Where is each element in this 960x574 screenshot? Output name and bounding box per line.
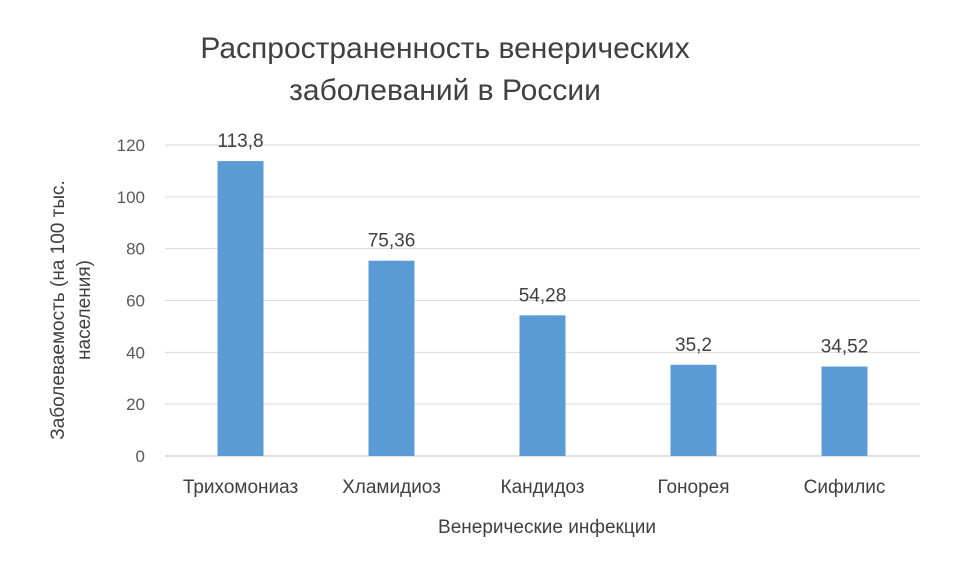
y-tick-label: 0 [136, 447, 145, 466]
y-tick-label: 60 [126, 292, 145, 311]
bar [821, 366, 868, 456]
category-label: Кандидоз [501, 477, 585, 498]
chart-title-line-1: Распространенность венерических [200, 32, 689, 65]
data-label: 113,8 [217, 131, 263, 152]
data-label: 75,36 [368, 231, 416, 252]
bar [368, 260, 415, 456]
category-label: Гонорея [657, 477, 729, 498]
y-tick-label: 40 [126, 343, 145, 362]
bars [217, 161, 868, 456]
y-tick-label: 80 [126, 240, 145, 259]
y-tick-label: 20 [126, 395, 145, 414]
y-axis-title-line-2: населения) [74, 260, 95, 360]
bar [519, 315, 566, 456]
data-label: 54,28 [519, 285, 567, 306]
category-labels: Трихомониаз Хламидиоз Кандидоз Гонорея Сифил… [183, 477, 886, 498]
category-label: Трихомониаз [183, 477, 298, 498]
data-label: 34,52 [821, 337, 869, 358]
bar [670, 364, 717, 456]
y-tick-label: 100 [117, 188, 145, 207]
data-label: 35,2 [675, 335, 712, 356]
y-axis-title-line-1: Заболеваемость (на 100 тыс. [48, 180, 69, 440]
bar [217, 161, 264, 456]
y-tick-label: 120 [117, 136, 145, 155]
y-axis-title: Заболеваемость (на 100 тыс. населения) [48, 180, 95, 440]
data-labels: 113,8 75,36 54,28 35,2 34,52 [217, 131, 868, 357]
gridlines [165, 144, 920, 405]
x-axis-title: Венерические инфекции [438, 517, 656, 538]
chart-title-line-2: заболеваний в России [289, 74, 601, 107]
category-label: Хламидиоз [342, 477, 441, 498]
category-label: Сифилис [804, 477, 886, 498]
y-axis-ticks: 0 20 40 60 80 100 120 [117, 136, 145, 466]
